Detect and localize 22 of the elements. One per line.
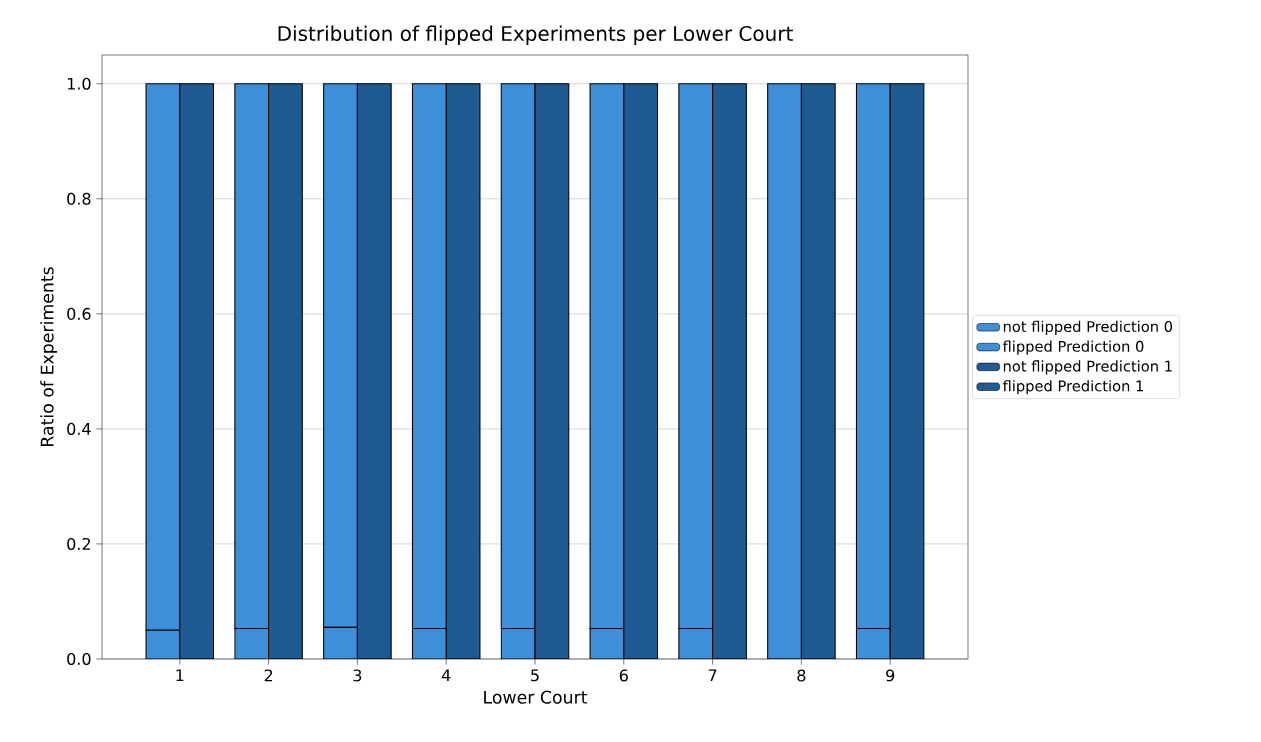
x-tick-label: 1 bbox=[176, 669, 184, 682]
y-tick-label: 0.4 bbox=[67, 422, 91, 435]
x-tick-label: 8 bbox=[797, 669, 806, 682]
y-axis-title: Ratio of Experiments bbox=[40, 267, 57, 446]
x-tick-label: 6 bbox=[619, 669, 628, 682]
y-tick-label: 1.0 bbox=[67, 77, 91, 90]
x-tick-label: 7 bbox=[708, 669, 717, 682]
y-tick-label: 0.8 bbox=[67, 192, 91, 205]
legend-label: flipped Prediction 1 bbox=[1002, 380, 1143, 395]
y-tick-label: 0.0 bbox=[67, 652, 91, 666]
legend-label: not flipped Prediction 0 bbox=[1003, 320, 1173, 335]
y-tick-label: 0.6 bbox=[67, 307, 91, 320]
chart-title: Distribution of flipped Experiments per Lower Court bbox=[278, 25, 793, 45]
x-tick-label: 2 bbox=[264, 669, 273, 682]
x-axis-title: Lower Court bbox=[484, 690, 588, 704]
x-tick-label: 9 bbox=[886, 669, 895, 682]
x-tick-label: 3 bbox=[353, 669, 362, 682]
x-tick-label: 5 bbox=[531, 669, 539, 682]
legend-label: flipped Prediction 0 bbox=[1002, 340, 1144, 355]
y-tick-label: 0.2 bbox=[67, 537, 90, 550]
legend-label: not flipped Prediction 1 bbox=[1003, 360, 1172, 375]
x-tick-label: 4 bbox=[441, 669, 451, 682]
